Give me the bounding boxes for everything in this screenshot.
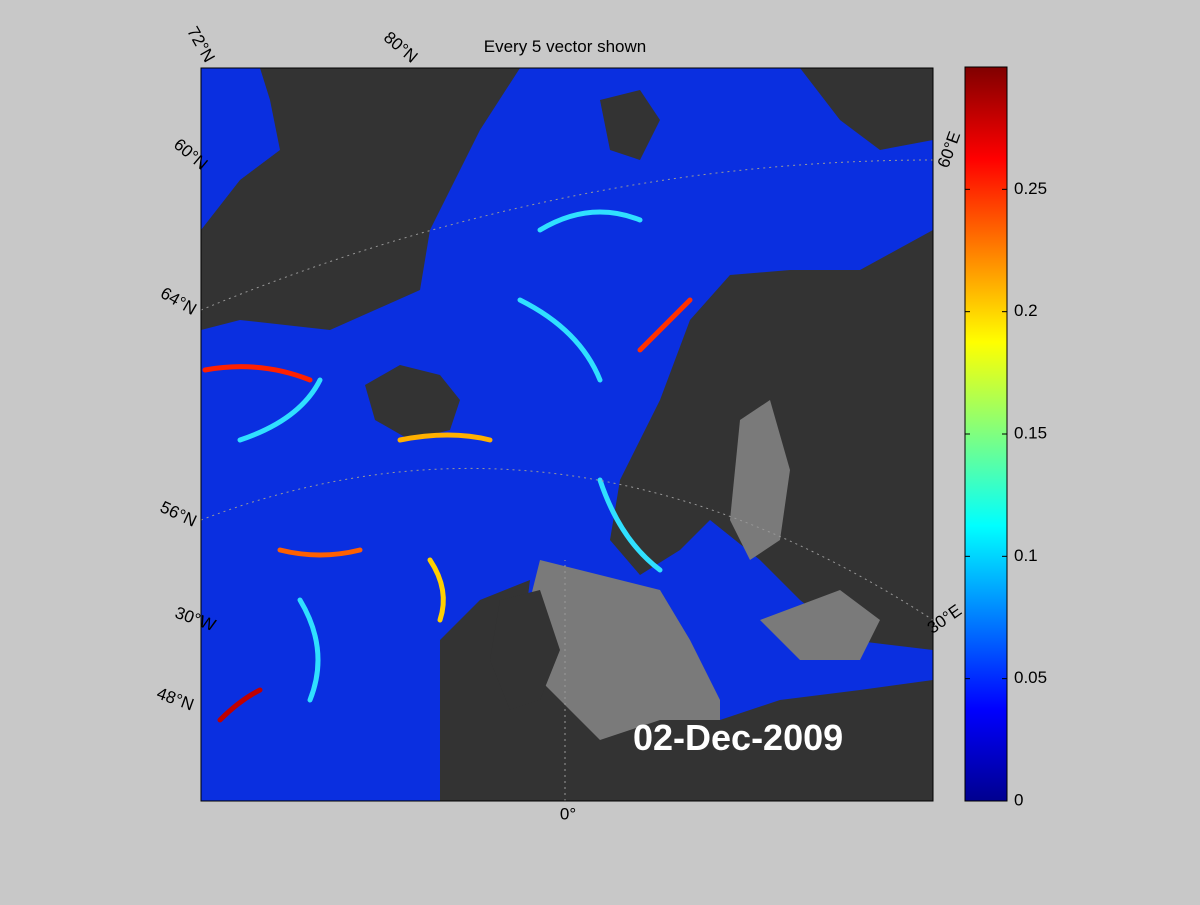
colorbar-tick-label: 0.15 (1014, 423, 1047, 442)
land (800, 68, 933, 150)
graticule-label: 64°N (157, 283, 199, 318)
land (440, 580, 933, 801)
graticule-label: 48°N (154, 684, 196, 715)
graticule-label: 60°E (934, 129, 965, 170)
land (600, 90, 660, 160)
graticule-label: 80°N (380, 28, 421, 67)
land (365, 365, 460, 440)
shelf (760, 590, 880, 660)
colorbar-ramp (964, 66, 1008, 802)
colorbar-tick-label: 0.2 (1014, 301, 1038, 320)
map-frame (200, 67, 934, 802)
graticule (201, 159, 933, 801)
land (490, 590, 560, 710)
map-title: Every 5 vector shown (484, 37, 647, 56)
colorbar-tick-label: 0.1 (1014, 546, 1038, 565)
graticule-label: 56°N (157, 497, 199, 530)
graticule-label: 0° (560, 804, 576, 823)
shelf (730, 400, 790, 560)
colorbar-tick-label: 0.05 (1014, 668, 1047, 687)
current-streaks (202, 209, 693, 723)
map (201, 68, 933, 801)
colorbar-tick-label: 0.25 (1014, 179, 1047, 198)
land (201, 68, 520, 330)
colorbar-tick-label: 0 (1014, 790, 1023, 809)
date-label: 02-Dec-2009 (633, 717, 843, 758)
colorbar: 0 0.05 0.1 0.15 0.2 0.25 (964, 66, 1047, 809)
graticule-label: 72°N (183, 23, 218, 65)
